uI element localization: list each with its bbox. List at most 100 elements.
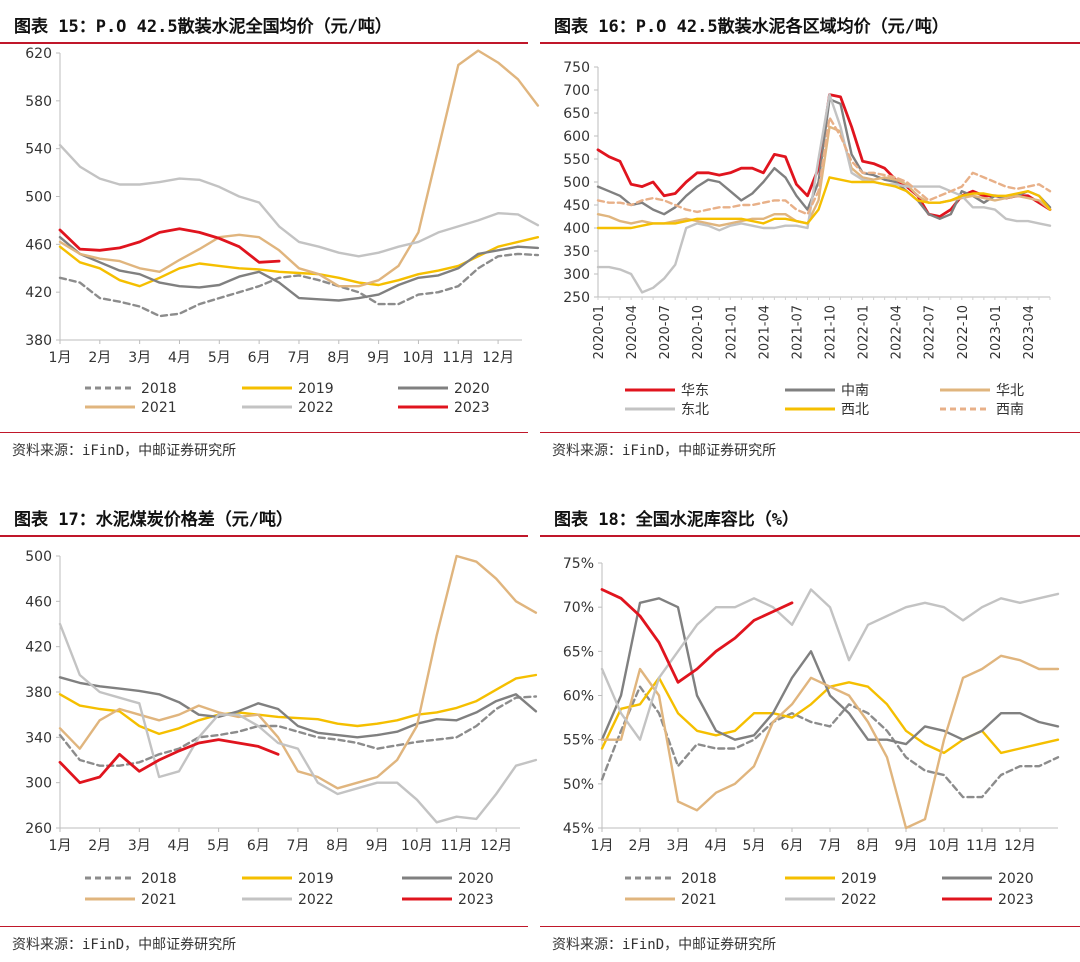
- x-tick-label: 2022-07: [923, 305, 938, 359]
- x-tick-label: 1月: [49, 350, 72, 366]
- source-rule-16: [540, 432, 1080, 433]
- title-rule-17: [0, 535, 528, 537]
- x-tick-label: 2021-10: [824, 305, 839, 359]
- y-tick-label: 45%: [563, 821, 594, 837]
- legend-label-2019: 2019: [841, 871, 877, 887]
- chart-15: 380 420 460 500 540 580 620 1月 2月 3月 4月 5月 6月 7月 8月 9月 1…: [25, 46, 540, 416]
- x-tick-label: 7月: [819, 838, 842, 854]
- y-tick-label: 600: [563, 129, 590, 145]
- chart-source-16: 资料来源：iFinD，中邮证券研究所: [552, 443, 777, 459]
- y-tick-label: 420: [25, 285, 52, 301]
- x-tick-label: 2020-07: [658, 305, 673, 359]
- series-line-2018: [600, 685, 1060, 799]
- series-line-2023: [58, 227, 281, 264]
- series-line-2021: [58, 49, 540, 288]
- y-tick-label: 70%: [563, 600, 594, 616]
- x-tick-label: 1月: [49, 838, 72, 854]
- y-tick-label: 650: [563, 106, 590, 122]
- y-tick-label: 350: [563, 244, 590, 260]
- title-rule-18: [540, 535, 1080, 537]
- x-tick-label: 2021-04: [757, 305, 772, 359]
- y-tick-label: 460: [25, 594, 52, 610]
- legend-label-2023: 2023: [998, 892, 1034, 908]
- x-tick-label: 10月: [403, 350, 435, 366]
- series-line-2019: [58, 235, 540, 288]
- title-rule-15: [0, 42, 528, 44]
- x-tick-label: 2022-04: [890, 305, 905, 359]
- y-tick-label: 420: [25, 640, 52, 656]
- x-tick-label: 12月: [482, 350, 514, 366]
- x-tick-label: 2020-10: [691, 305, 706, 359]
- chart-17: 260 300 340 380 420 460 500 1月 2月 3月 4月 5月 6月 7月 8月 9月 1…: [25, 549, 538, 908]
- legend-label-2023: 2023: [458, 892, 494, 908]
- legend-label-西南: 西南: [996, 402, 1024, 418]
- x-tick-label: 2020-04: [625, 305, 640, 359]
- y-tick-label: 75%: [563, 556, 594, 572]
- y-tick-label: 500: [25, 190, 52, 206]
- chart-title-15: 图表 15：P.O 42.5散装水泥全国均价（元/吨）: [14, 17, 392, 37]
- x-tick-label: 3月: [128, 350, 151, 366]
- x-tick-label: 12月: [1004, 838, 1036, 854]
- y-tick-label: 580: [25, 94, 52, 110]
- series-line-2020: [58, 676, 538, 739]
- y-tick-label: 700: [563, 83, 590, 99]
- x-tick-label: 10月: [928, 838, 960, 854]
- x-tick-label: 9月: [895, 838, 918, 854]
- legend-label-2019: 2019: [298, 381, 334, 397]
- chart-source-17: 资料来源：iFinD，中邮证券研究所: [12, 937, 237, 953]
- x-tick-label: 5月: [208, 350, 231, 366]
- x-tick-label: 2020-01: [592, 305, 607, 359]
- y-tick-label: 65%: [563, 644, 594, 660]
- legend-label-华北: 华北: [996, 383, 1024, 399]
- y-tick-label: 260: [25, 821, 52, 837]
- y-tick-label: 750: [563, 60, 590, 76]
- legend-label-东北: 东北: [681, 402, 709, 418]
- x-tick-label: 12月: [480, 838, 512, 854]
- series-line-西南: [596, 116, 1052, 216]
- legend-label-2020: 2020: [458, 871, 494, 887]
- legend-label-2018: 2018: [141, 381, 177, 397]
- y-tick-label: 250: [563, 290, 590, 306]
- series-line-2023: [58, 738, 280, 785]
- y-tick-label: 500: [563, 175, 590, 191]
- x-tick-label: 11月: [442, 350, 474, 366]
- x-tick-label: 2月: [629, 838, 652, 854]
- legend-label-西北: 西北: [841, 402, 869, 418]
- legend-label-2022: 2022: [298, 892, 334, 908]
- legend-label-2021: 2021: [681, 892, 717, 908]
- x-tick-label: 3月: [667, 838, 690, 854]
- x-tick-label: 11月: [966, 838, 998, 854]
- series-line-2023: [600, 588, 794, 684]
- y-tick-label: 540: [25, 142, 52, 158]
- chart-panel-16: 图表 16：P.O 42.5散装水泥各区域均价（元/吨） 250 300 350 40…: [540, 0, 1080, 481]
- y-tick-label: 300: [25, 776, 52, 792]
- x-tick-label: 5月: [743, 838, 766, 854]
- legend-label-2021: 2021: [141, 400, 177, 416]
- chart-source-18: 资料来源：iFinD，中邮证券研究所: [552, 937, 777, 953]
- y-tick-label: 300: [563, 267, 590, 283]
- y-tick-label: 380: [25, 333, 52, 349]
- x-tick-label: 2023-04: [1022, 305, 1037, 359]
- x-tick-label: 8月: [327, 350, 350, 366]
- x-tick-label: 9月: [366, 838, 389, 854]
- series-line-2019: [58, 673, 538, 736]
- x-tick-label: 4月: [705, 838, 728, 854]
- chart-18: 45% 50% 55% 60% 65% 70% 75% 1月 2月 3月 4月 5月 6月 7月 8月 9月 1…: [563, 556, 1060, 908]
- y-tick-label: 380: [25, 685, 52, 701]
- series-line-2022: [600, 588, 1060, 741]
- x-tick-label: 4月: [168, 838, 191, 854]
- x-tick-label: 1月: [591, 838, 614, 854]
- y-tick-label: 55%: [563, 733, 594, 749]
- series-line-2022: [58, 143, 540, 258]
- x-tick-label: 2月: [88, 350, 111, 366]
- x-tick-label: 6月: [248, 350, 271, 366]
- x-tick-label: 2022-10: [956, 305, 971, 359]
- x-tick-label: 7月: [286, 838, 309, 854]
- chart-panel-15: 图表 15：P.O 42.5散装水泥全国均价（元/吨） 380 420 460 500…: [0, 0, 540, 481]
- y-tick-label: 400: [563, 221, 590, 237]
- y-tick-label: 620: [25, 46, 52, 62]
- legend-label-2018: 2018: [681, 871, 717, 887]
- chart-panel-17: 图表 17：水泥煤炭价格差（元/吨） 260 300 340 380 420 460 500…: [0, 493, 540, 962]
- legend-label-华东: 华东: [681, 383, 709, 399]
- legend-label-2021: 2021: [141, 892, 177, 908]
